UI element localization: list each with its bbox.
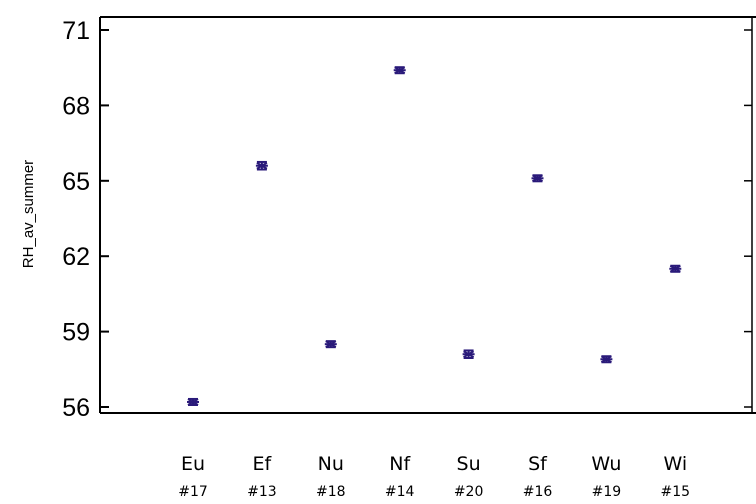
data-points: [187, 66, 682, 406]
data-point-Ef: [255, 160, 268, 171]
y-tick-label: 65: [62, 168, 90, 196]
x-category-id: #17: [178, 484, 208, 500]
data-point-Sf: [531, 174, 544, 183]
x-category-label: Su: [457, 453, 481, 475]
x-category-label: Sf: [528, 453, 548, 475]
x-category-label: Nf: [389, 453, 411, 475]
y-tick-label: 68: [62, 92, 90, 120]
x-category-id: #18: [316, 484, 346, 500]
data-point-Wi: [669, 264, 682, 273]
x-category-id: #19: [592, 484, 622, 500]
x-category-id: #14: [385, 484, 415, 500]
y-tick-label: 56: [62, 394, 90, 422]
x-category-label: Nu: [318, 453, 344, 475]
x-category-id: #13: [247, 484, 277, 500]
x-category-id: #15: [661, 484, 691, 500]
data-point-Eu: [187, 397, 199, 406]
data-point-Wu: [600, 355, 613, 364]
data-point-Nf: [393, 66, 406, 75]
y-axis-label: RH_av_summer: [20, 160, 37, 268]
x-axis-categories: Eu #17 Ef #13 Nu #18 Nf #14 Su #20 Sf #16 Wu #19 Wi #15: [178, 453, 690, 500]
y-tick-label: 71: [62, 17, 90, 45]
y-tick-label: 59: [62, 319, 90, 347]
x-category-label: Wi: [663, 453, 687, 475]
data-point-Nu: [324, 340, 337, 349]
x-category-label: Ef: [253, 453, 273, 475]
y-tick-label: 62: [62, 243, 90, 271]
x-category-label: Eu: [181, 453, 205, 475]
x-category-id: #20: [454, 484, 484, 500]
data-point-Su: [462, 349, 475, 359]
plot-axes: [99, 16, 756, 414]
y-axis-ticks: 56 59 62 65 68 71: [62, 17, 752, 422]
x-category-id: #16: [523, 484, 553, 500]
x-category-label: Wu: [591, 453, 621, 475]
